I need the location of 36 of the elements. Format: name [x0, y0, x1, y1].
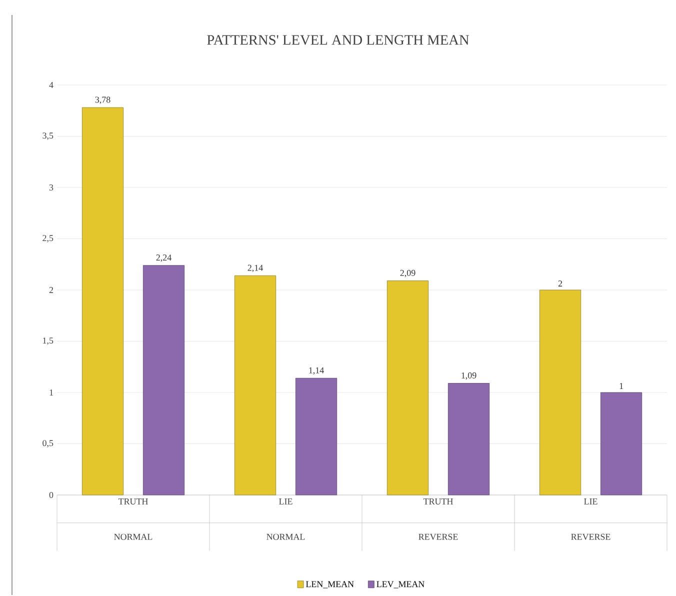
- data-label: 2: [558, 280, 562, 287]
- data-label: 1,09: [462, 372, 476, 380]
- bar: [142, 265, 185, 496]
- y-tick-label: 2: [49, 287, 53, 294]
- y-tick-label: 4: [49, 82, 54, 88]
- data-label: 3,78: [95, 96, 110, 104]
- bar: [234, 276, 276, 496]
- y-tick-label: 0: [49, 492, 54, 498]
- x-tick-label: TRUTH: [118, 498, 148, 505]
- text: REVERSE: [418, 534, 458, 540]
- data-label: 1,14: [309, 368, 324, 375]
- y-tick-label: 0,5: [42, 440, 54, 448]
- chart-title: PATTERNS' LEVEL AND LENGTH MEAN: [207, 35, 469, 46]
- bar: [82, 108, 124, 496]
- bar: [539, 290, 582, 496]
- y-tick-label: 1,5: [43, 338, 54, 346]
- text: REVERSE: [571, 534, 610, 540]
- data-label: 2,24: [156, 254, 172, 262]
- x-tick-label: TRUTH: [423, 498, 453, 505]
- legend-label: LEV_MEAN: [376, 581, 424, 588]
- legend-label: LEN_MEAN: [306, 581, 354, 588]
- data-label: 1: [620, 383, 623, 390]
- data-label: 2,14: [248, 265, 263, 272]
- y-tick-label: 3: [49, 184, 54, 191]
- data-label: 2,09: [400, 270, 416, 278]
- bar: [448, 383, 490, 496]
- x-tick-label: LIE: [584, 498, 598, 505]
- x-tick-label: LIE: [279, 498, 292, 505]
- bar: [295, 378, 338, 496]
- bar: [386, 280, 429, 496]
- y-tick-label: 3,5: [42, 132, 54, 140]
- bar: [600, 392, 642, 496]
- y-tick-label: 1: [50, 390, 53, 396]
- y-tick-label: 2,5: [42, 235, 54, 243]
- text: NORMAL: [114, 534, 152, 540]
- text: NORMAL: [266, 534, 305, 540]
